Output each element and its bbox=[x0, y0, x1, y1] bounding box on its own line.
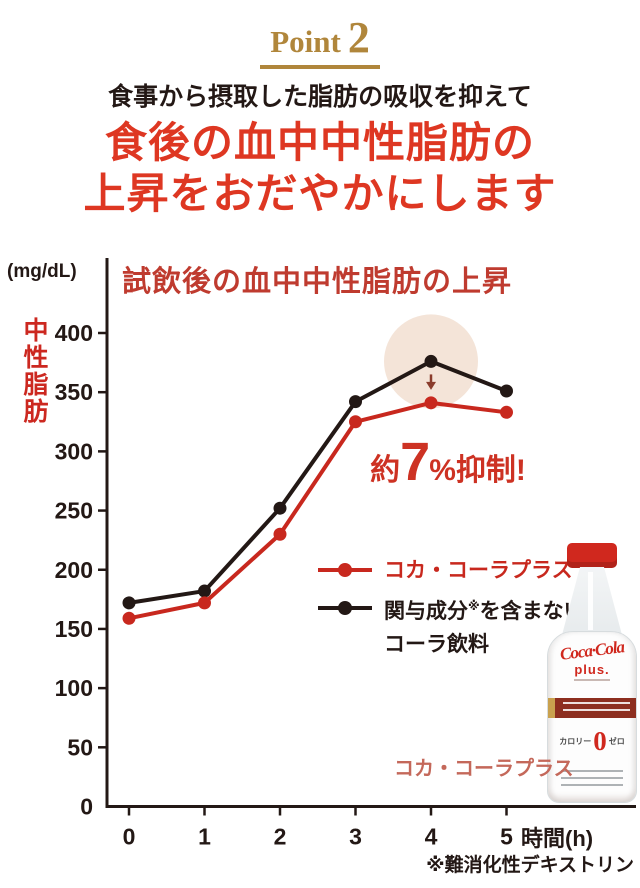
subtitle: 食事から摂取した脂肪の吸収を抑えて bbox=[108, 83, 532, 111]
legend-control-text-pre: 関与成分 bbox=[384, 600, 468, 624]
y-tick-label: 200 bbox=[55, 557, 93, 583]
y-tick-label: 250 bbox=[55, 498, 93, 524]
data-point bbox=[273, 527, 287, 541]
legend-item-cocacola-plus: コカ・コーラプラス bbox=[318, 558, 585, 583]
x-tick-label: 5 bbox=[500, 824, 513, 850]
bottle-cap bbox=[567, 543, 617, 568]
y-tick-label: 400 bbox=[55, 320, 93, 346]
legend-control-asterisk: ※ bbox=[468, 599, 480, 614]
legend-label-control-cola: 関与成分※を含まない コーラ飲料 bbox=[384, 596, 585, 661]
chart-section: 0 50 100 150 200 250 300 350 400 0 1 2 3 4 5 (mg/dL) 試… bbox=[0, 255, 640, 888]
legend-control-text-post: を含まない bbox=[479, 600, 585, 624]
legend: コカ・コーラプラス 関与成分※を含まない コーラ飲料 bbox=[318, 558, 585, 674]
point-badge: Point 2 bbox=[260, 12, 380, 69]
data-point bbox=[122, 611, 136, 625]
data-point bbox=[424, 354, 438, 368]
black-line-marker-icon bbox=[318, 606, 372, 611]
y-tick-label: 50 bbox=[67, 734, 93, 760]
x-tick-label: 2 bbox=[274, 824, 287, 850]
zero-digit: 0 bbox=[593, 726, 607, 756]
product-bottle-image: Coca·Cola plus. カロリー 0 ゼロ bbox=[546, 543, 638, 805]
header: Point 2 食事から摂取した脂肪の吸収を抑えて 食後の血中中性脂肪の 上昇をお… bbox=[0, 0, 640, 219]
x-tick-label: 3 bbox=[349, 824, 362, 850]
data-point bbox=[198, 596, 211, 610]
x-tick-label: 4 bbox=[425, 824, 438, 850]
y-tick-label: 300 bbox=[55, 438, 93, 464]
x-tick-label: 1 bbox=[198, 824, 211, 850]
series-line-0 bbox=[128, 400, 507, 621]
annotation-prefix: 約 bbox=[370, 454, 401, 487]
legend-control-text-line2: コーラ飲料 bbox=[384, 632, 489, 656]
data-point bbox=[349, 395, 362, 409]
suppression-arrow-head-icon bbox=[426, 381, 436, 390]
annotation-number: 7 bbox=[400, 432, 430, 492]
x-unit-label: 時間(h) bbox=[521, 826, 594, 851]
y-tick-label: 0 bbox=[80, 794, 93, 820]
data-point bbox=[273, 501, 287, 515]
annotation-suffix: %抑制! bbox=[429, 454, 526, 487]
red-line-marker-icon bbox=[318, 568, 372, 572]
calorie-zero-mark: カロリー 0 ゼロ bbox=[548, 728, 636, 755]
footnote: ※難消化性デキストリン bbox=[426, 855, 634, 876]
line-chart: 0 50 100 150 200 250 300 350 400 0 1 2 3 4 5 bbox=[55, 258, 636, 850]
calorie-text: カロリー bbox=[559, 737, 592, 746]
plus-sub-line bbox=[574, 679, 610, 681]
data-point bbox=[500, 384, 513, 398]
y-unit-label: (mg/dL) bbox=[7, 261, 77, 282]
data-point bbox=[424, 396, 438, 410]
data-point bbox=[349, 415, 362, 429]
point-number: 2 bbox=[347, 13, 370, 62]
legend-item-control-cola: 関与成分※を含まない コーラ飲料 bbox=[318, 596, 585, 661]
plus-label: plus. bbox=[574, 662, 610, 677]
claim-band bbox=[548, 698, 636, 718]
x-tick-label: 0 bbox=[123, 824, 136, 850]
chart-title: 試飲後の血中中性脂肪の上昇 bbox=[122, 266, 513, 298]
data-point bbox=[122, 596, 136, 610]
suppression-annotation: 約7%抑制! bbox=[348, 431, 548, 493]
y-tick-label: 150 bbox=[55, 616, 93, 642]
bottle-neck bbox=[562, 567, 622, 635]
zero-text: ゼロ bbox=[608, 737, 625, 746]
headline: 食後の血中中性脂肪の 上昇をおだやかにします bbox=[0, 117, 640, 219]
headline-line2: 上昇をおだやかにします bbox=[83, 170, 557, 218]
y-tick-label: 350 bbox=[55, 379, 93, 405]
point-word: Point bbox=[270, 24, 341, 59]
headline-line1: 食後の血中中性脂肪の bbox=[104, 119, 535, 166]
data-point bbox=[500, 405, 513, 419]
bottle-fineprint bbox=[561, 770, 623, 788]
y-axis-label: 中性脂肪 bbox=[20, 317, 48, 425]
data-point bbox=[198, 584, 211, 598]
legend-label-cocacola-plus: コカ・コーラプラス bbox=[384, 559, 573, 582]
bottle-body: Coca·Cola plus. カロリー 0 ゼロ bbox=[547, 631, 637, 803]
bottle-caption: コカ・コーラプラス bbox=[394, 758, 574, 780]
y-tick-label: 100 bbox=[55, 675, 93, 701]
series-line-1 bbox=[128, 359, 508, 605]
